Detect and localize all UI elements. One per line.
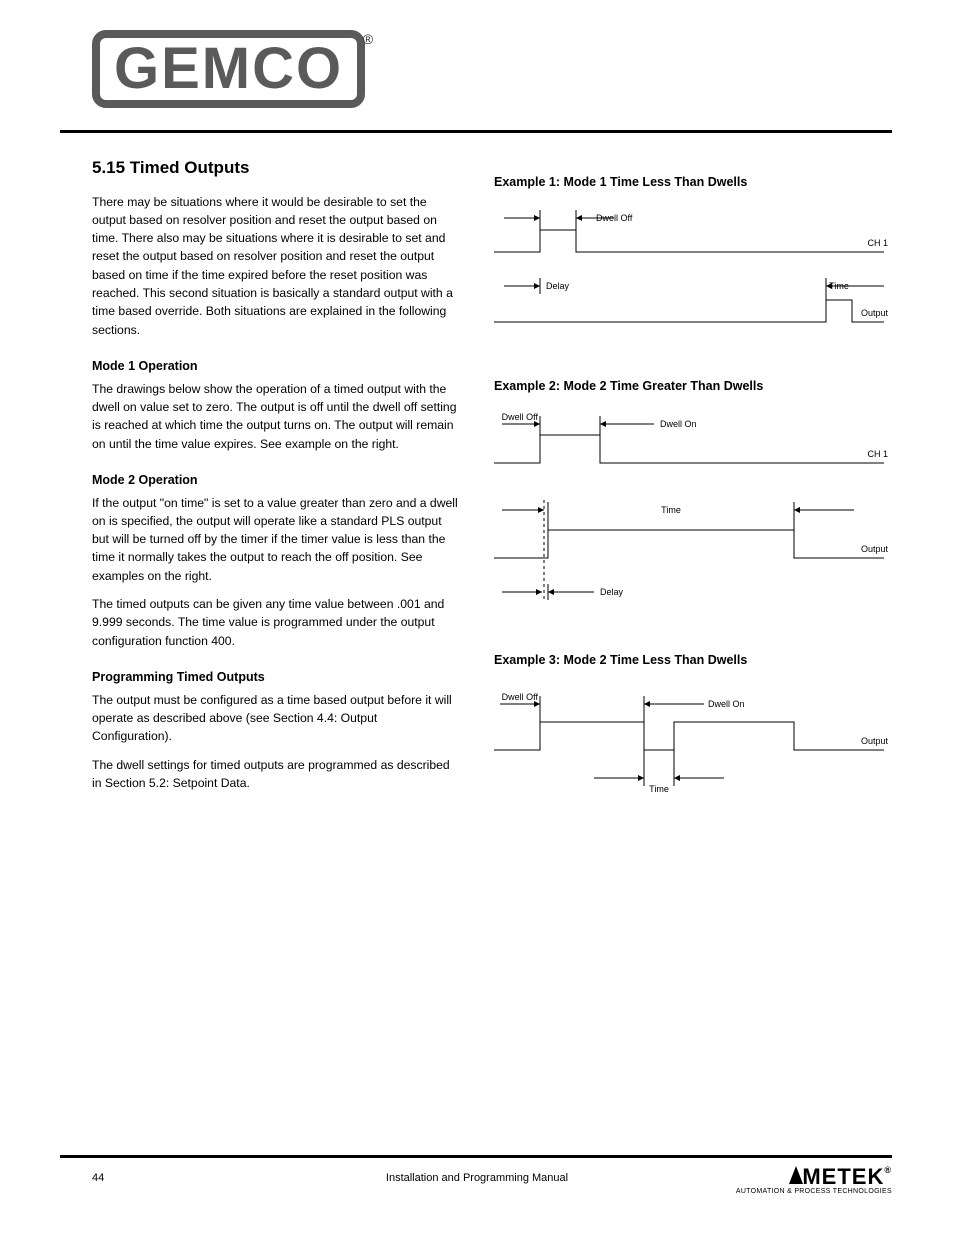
mode2-heading: Mode 2 Operation xyxy=(92,471,458,490)
mode2-paragraph-2: The timed outputs can be given any time … xyxy=(92,595,458,650)
programming-heading: Programming Timed Outputs xyxy=(92,668,458,687)
section-heading: 5.15 Timed Outputs xyxy=(92,155,458,181)
example1-heading: Example 1: Mode 1 Time Less Than Dwells xyxy=(494,173,894,192)
mode1-heading: Mode 1 Operation xyxy=(92,357,458,376)
svg-text:Time: Time xyxy=(649,784,669,794)
example2-heading: Example 2: Mode 2 Time Greater Than Dwel… xyxy=(494,377,894,396)
right-column: Example 1: Mode 1 Time Less Than Dwells … xyxy=(494,155,894,813)
content-columns: 5.15 Timed Outputs There may be situatio… xyxy=(92,155,894,813)
left-column: 5.15 Timed Outputs There may be situatio… xyxy=(92,155,458,813)
registered-icon: ® xyxy=(363,32,375,46)
svg-text:Time: Time xyxy=(829,281,849,291)
svg-text:CH 1: CH 1 xyxy=(867,449,888,459)
ametek-registered-icon: ® xyxy=(884,1165,892,1175)
intro-paragraph: There may be situations where it would b… xyxy=(92,193,458,339)
svg-text:Dwell Off: Dwell Off xyxy=(502,412,539,422)
ametek-logo: METEK® xyxy=(736,1166,892,1188)
header-logo-row: GEMCO ® xyxy=(92,30,894,120)
example3-heading: Example 3: Mode 2 Time Less Than Dwells xyxy=(494,651,894,670)
svg-text:Dwell On: Dwell On xyxy=(708,699,745,709)
example2-diagram: Dwell Off Dwell On CH 1 Time Output Delay xyxy=(494,408,894,633)
svg-text:Dwell Off: Dwell Off xyxy=(596,213,633,223)
svg-text:Output: Output xyxy=(861,736,889,746)
timing-diagram-2: Dwell Off Dwell On CH 1 Time Output Delay xyxy=(494,408,894,628)
svg-text:Time: Time xyxy=(661,505,681,515)
svg-text:Dwell Off: Dwell Off xyxy=(502,692,539,702)
mode2-paragraph-1: If the output "on time" is set to a valu… xyxy=(92,494,458,585)
timing-diagram-1: Dwell Off CH 1 Delay Output Time xyxy=(494,204,894,354)
ametek-text: METEK xyxy=(802,1164,884,1189)
gemco-logo: GEMCO ® xyxy=(92,30,365,108)
footer-rule xyxy=(60,1155,892,1158)
svg-text:Dwell On: Dwell On xyxy=(660,419,697,429)
gemco-logo-text: GEMCO xyxy=(114,36,343,101)
footer-logo: METEK® AUTOMATION & PROCESS TECHNOLOGIES xyxy=(736,1166,892,1195)
example3-diagram: Dwell Off Dwell On Output Time xyxy=(494,682,894,807)
example1-diagram: Dwell Off CH 1 Delay Output Time xyxy=(494,204,894,359)
mode1-paragraph: The drawings below show the operation of… xyxy=(92,380,458,453)
svg-text:CH 1: CH 1 xyxy=(867,238,888,248)
timing-diagram-3: Dwell Off Dwell On Output Time xyxy=(494,682,894,802)
svg-text:Delay: Delay xyxy=(546,281,570,291)
programming-paragraph-1: The output must be configured as a time … xyxy=(92,691,458,746)
svg-text:Output: Output xyxy=(861,308,889,318)
svg-text:Delay: Delay xyxy=(600,587,624,597)
ametek-subtitle: AUTOMATION & PROCESS TECHNOLOGIES xyxy=(736,1188,892,1195)
programming-paragraph-2: The dwell settings for timed outputs are… xyxy=(92,756,458,793)
svg-text:Output: Output xyxy=(861,544,889,554)
header-rule xyxy=(60,130,892,133)
